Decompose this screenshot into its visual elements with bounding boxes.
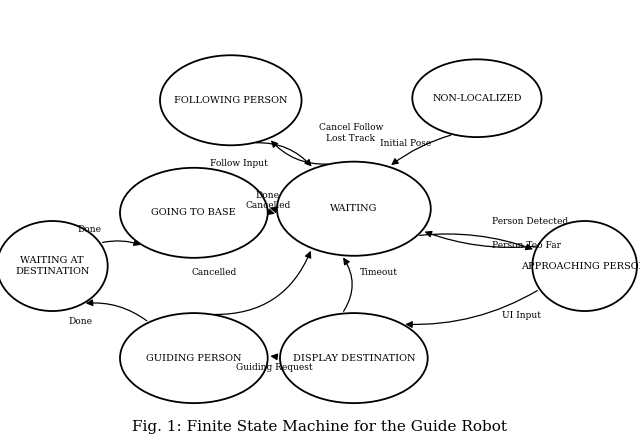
Ellipse shape — [120, 168, 268, 258]
Ellipse shape — [160, 55, 301, 145]
FancyArrowPatch shape — [271, 207, 277, 213]
FancyArrowPatch shape — [344, 259, 352, 311]
Text: Done
Cancelled: Done Cancelled — [245, 191, 291, 210]
Text: GUIDING PERSON: GUIDING PERSON — [146, 354, 241, 362]
Text: WAITING AT
DESTINATION: WAITING AT DESTINATION — [15, 256, 90, 276]
Text: Person Too Far: Person Too Far — [492, 241, 561, 250]
FancyArrowPatch shape — [214, 252, 310, 315]
FancyArrowPatch shape — [392, 135, 451, 164]
Ellipse shape — [532, 221, 637, 311]
Text: APPROACHING PERSON: APPROACHING PERSON — [522, 262, 640, 271]
FancyArrowPatch shape — [272, 141, 327, 164]
Text: Person Detected: Person Detected — [492, 217, 568, 225]
FancyArrowPatch shape — [87, 300, 147, 321]
Text: Initial Pose: Initial Pose — [380, 139, 431, 148]
Text: UI Input: UI Input — [502, 311, 541, 320]
Text: Cancel Follow
Lost Track: Cancel Follow Lost Track — [319, 123, 383, 143]
Text: Cancelled: Cancelled — [191, 268, 237, 277]
Text: Timeout: Timeout — [360, 268, 398, 277]
Text: Fig. 1: Finite State Machine for the Guide Robot: Fig. 1: Finite State Machine for the Gui… — [132, 420, 508, 434]
FancyArrowPatch shape — [272, 354, 278, 360]
FancyArrowPatch shape — [102, 240, 140, 245]
FancyArrowPatch shape — [406, 290, 538, 328]
Ellipse shape — [280, 313, 428, 403]
Text: FOLLOWING PERSON: FOLLOWING PERSON — [174, 96, 287, 105]
Text: Follow Input: Follow Input — [210, 159, 268, 168]
Ellipse shape — [120, 313, 268, 403]
Ellipse shape — [277, 162, 431, 256]
Text: Guiding Request: Guiding Request — [236, 363, 312, 372]
FancyArrowPatch shape — [426, 232, 535, 248]
Text: NON-LOCALIZED: NON-LOCALIZED — [432, 94, 522, 103]
FancyArrowPatch shape — [268, 209, 274, 214]
Text: Done: Done — [68, 317, 92, 326]
Ellipse shape — [0, 221, 108, 311]
Ellipse shape — [412, 59, 541, 137]
Text: WAITING: WAITING — [330, 204, 378, 213]
Text: Done: Done — [77, 225, 102, 234]
FancyArrowPatch shape — [256, 143, 311, 165]
Text: GOING TO BASE: GOING TO BASE — [152, 208, 236, 217]
FancyArrowPatch shape — [420, 234, 532, 250]
Text: DISPLAY DESTINATION: DISPLAY DESTINATION — [292, 354, 415, 362]
